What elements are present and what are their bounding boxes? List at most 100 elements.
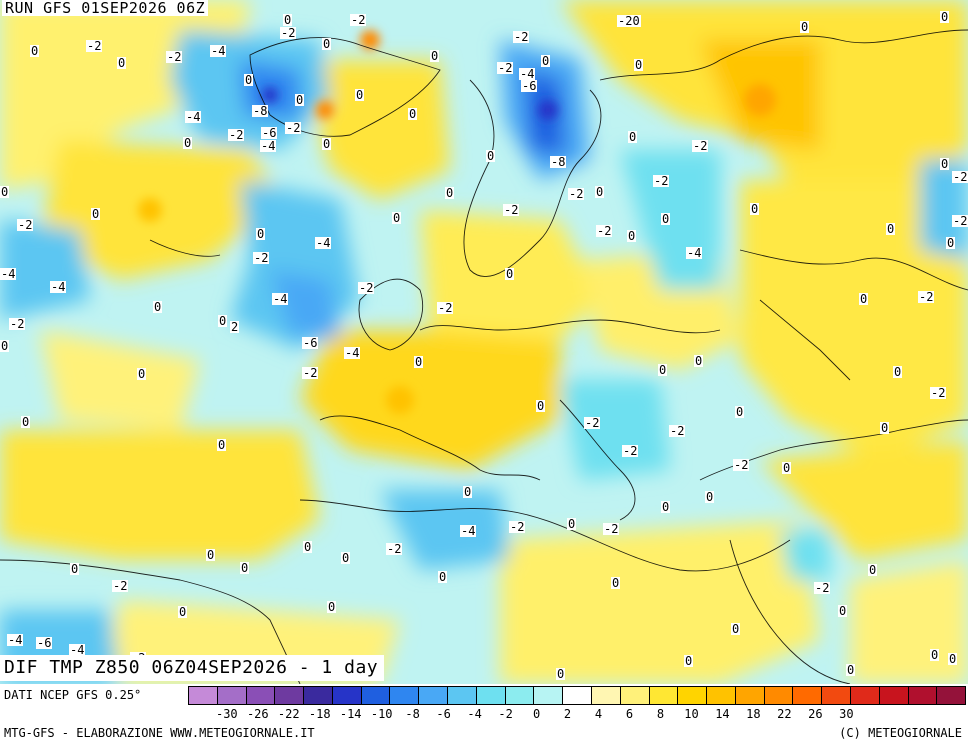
contour-value-label: -2 xyxy=(503,203,520,217)
contour-value-label: -4 xyxy=(69,643,86,657)
color-scale-swatch xyxy=(448,687,477,704)
contour-value-label: 0 xyxy=(893,365,903,379)
color-scale-swatch xyxy=(620,687,650,704)
contour-value-label: 0 xyxy=(536,399,546,413)
contour-value-label: -6 xyxy=(521,79,538,93)
contour-value-label: -2 xyxy=(112,579,129,593)
contour-value-label: -8 xyxy=(252,104,269,118)
color-scale-swatch xyxy=(735,687,765,704)
contour-value-label: -2 xyxy=(733,458,750,472)
contour-value-label: -2 xyxy=(228,128,245,142)
color-scale-tick-label: 18 xyxy=(746,707,761,721)
contour-value-label: 0 xyxy=(946,236,956,250)
color-scale-ticks: -30 -26 -22 -18 -14 -10 -8 -6 -4 -2 0 2 4 6 8 10 14 18 22 2… xyxy=(188,707,966,721)
color-scale-tick-label: 22 xyxy=(777,707,792,721)
contour-value-label: -4 xyxy=(460,524,477,538)
contour-value-label: 0 xyxy=(541,54,551,68)
contour-value-label: -2 xyxy=(622,444,639,458)
contour-value-label: -2 xyxy=(603,522,620,536)
contour-value-label: 0 xyxy=(408,107,418,121)
contour-value-label: 0 xyxy=(567,517,577,531)
temperature-difference-map: 0 -2 -2 0 -2 0 -4 -2 0 0 0 -4 -8 -2 -6 -2 -4 0 0 0 -2 -2 -4 -6 0… xyxy=(0,0,968,684)
contour-value-label: -2 xyxy=(692,139,709,153)
contour-value-label: -2 xyxy=(584,416,601,430)
contour-value-label: 0 xyxy=(880,421,890,435)
contour-value-label: 0 xyxy=(256,227,266,241)
color-scale-swatch xyxy=(908,687,938,704)
contour-value-label: 0 xyxy=(930,648,940,662)
contour-value-label: 0 xyxy=(661,500,671,514)
contour-value-label: -2 xyxy=(358,281,375,295)
color-scale-swatch xyxy=(678,687,708,704)
contour-value-label: 0 xyxy=(463,485,473,499)
contour-value-label: -8 xyxy=(550,155,567,169)
color-scale-tick-label: 26 xyxy=(808,707,823,721)
contour-value-label: 0 xyxy=(240,561,250,575)
contour-value-label: 0 xyxy=(694,354,704,368)
color-scale xyxy=(188,686,966,705)
contour-value-label: 0 xyxy=(218,314,228,328)
contour-value-label: 0 xyxy=(414,355,424,369)
contour-value-label: 0 xyxy=(948,652,958,666)
color-scale-swatch xyxy=(304,687,333,704)
color-scale-swatch xyxy=(332,687,362,704)
color-scale-tick-label: 6 xyxy=(625,707,634,721)
contour-value-label: -2 xyxy=(285,121,302,135)
color-scale-swatch xyxy=(850,687,880,704)
contour-value-label: 0 xyxy=(627,229,637,243)
contour-value-label: 0 xyxy=(750,202,760,216)
color-scale-swatch xyxy=(189,687,218,704)
color-scale-tick-label: -8 xyxy=(405,707,420,721)
contour-value-label: -2 xyxy=(669,424,686,438)
contour-value-label: -2 xyxy=(513,30,530,44)
color-scale-swatch xyxy=(505,687,535,704)
color-scale-swatch xyxy=(591,687,621,704)
contour-value-label: 0 xyxy=(658,363,668,377)
contour-value-label: 0 xyxy=(0,339,10,353)
color-scale-swatch xyxy=(246,687,276,704)
contour-value-label: -2 xyxy=(166,50,183,64)
contour-value-label: -2 xyxy=(952,170,968,184)
color-scale-tick-label: -22 xyxy=(277,707,300,721)
contour-value-label: 0 xyxy=(355,88,365,102)
color-scale-swatch xyxy=(476,687,506,704)
color-scale-swatch xyxy=(361,687,391,704)
contour-value-label: 0 xyxy=(859,292,869,306)
color-scale-tick-label: 14 xyxy=(715,707,730,721)
color-scale-swatch xyxy=(390,687,420,704)
contour-value-label: -2 xyxy=(918,290,935,304)
footer-legend: DATI NCEP GFS 0.25° -30 -26 -22 -18 -14 -10 -8… xyxy=(0,684,968,745)
contour-value-label: 0 xyxy=(684,654,694,668)
contour-value-label: -2 xyxy=(497,61,514,75)
contour-value-label: 0 xyxy=(0,185,10,199)
contour-value-label: 0 xyxy=(21,415,31,429)
contour-value-label: -2 xyxy=(17,218,34,232)
data-source-label: DATI NCEP GFS 0.25° xyxy=(4,688,142,702)
contour-value-label: 0 xyxy=(327,600,337,614)
color-scale-swatch xyxy=(563,687,592,704)
contour-value-label: -2 xyxy=(568,187,585,201)
contour-value-label: 0 xyxy=(661,212,671,226)
color-scale-swatch xyxy=(822,687,851,704)
contour-value-label: -2 xyxy=(350,13,367,27)
color-scale-swatch xyxy=(217,687,247,704)
contour-value-label: 0 xyxy=(445,186,455,200)
run-title: RUN GFS 01SEP2026 06Z xyxy=(2,0,209,16)
color-scale-tick-label: 30 xyxy=(839,707,854,721)
contour-value-label: 0 xyxy=(486,149,496,163)
color-scale-swatch xyxy=(275,687,305,704)
contour-value-label: 0 xyxy=(940,10,950,24)
contour-value-label: 0 xyxy=(137,367,147,381)
color-scale-tick-label: 10 xyxy=(684,707,699,721)
contour-value-label: -2 xyxy=(280,26,297,40)
contour-value-label: -2 xyxy=(86,39,103,53)
contour-value-label: 0 xyxy=(30,44,40,58)
color-scale-tick-label: -4 xyxy=(467,707,482,721)
contour-value-label: 0 xyxy=(283,13,293,27)
contour-value-label: 0 xyxy=(628,130,638,144)
contour-value-label: -4 xyxy=(185,110,202,124)
color-scale-tick-label: 4 xyxy=(594,707,603,721)
contour-value-label: 0 xyxy=(634,58,644,72)
color-scale-tick-label: -10 xyxy=(370,707,393,721)
contour-value-label: 0 xyxy=(183,136,193,150)
